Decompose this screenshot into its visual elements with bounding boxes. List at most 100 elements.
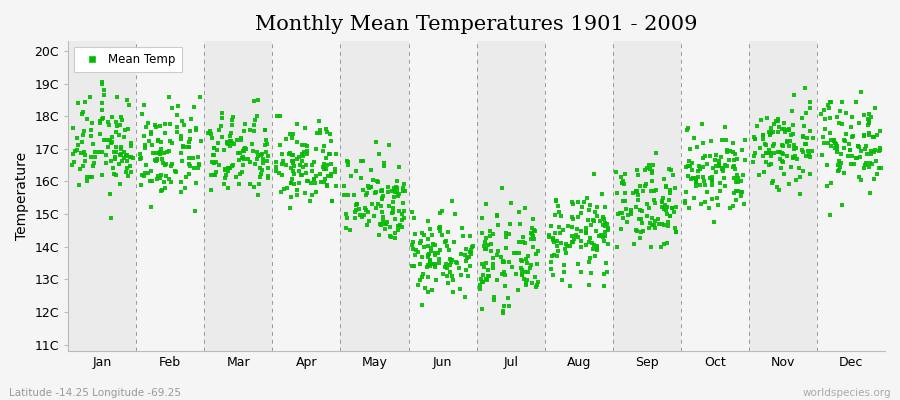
Point [693,166,707,172]
Point [486,260,500,267]
Point [337,192,351,198]
Point [619,218,634,225]
Point [154,139,168,146]
Point [630,167,644,174]
Point [421,273,436,280]
Point [770,116,785,122]
Point [748,136,762,142]
Point [376,160,391,166]
Point [769,118,783,124]
Point [583,202,598,208]
Point [454,224,469,231]
Point [206,152,220,158]
Point [796,123,811,130]
Point [139,123,153,130]
Point [421,236,436,242]
Point [257,127,272,134]
Point [231,156,246,163]
Point [459,257,473,264]
Point [509,250,524,256]
Point [832,108,847,114]
Point [656,205,670,212]
Point [391,223,405,229]
Point [464,249,478,256]
Point [440,265,454,272]
Point [368,189,382,196]
Point [100,137,114,143]
Point [764,130,778,136]
Point [531,279,545,286]
Point [730,172,744,178]
Point [768,120,782,127]
Point [706,219,721,225]
Point [696,155,710,162]
Bar [68,41,136,351]
Point [348,206,363,213]
Point [857,132,871,138]
Point [274,189,288,195]
Point [660,204,674,210]
Point [154,146,168,152]
Point [83,174,97,181]
Point [347,192,362,198]
Point [580,195,594,202]
Point [279,162,293,168]
Point [294,158,309,164]
Point [153,122,167,129]
Point [433,224,447,230]
Point [771,118,786,124]
Point [634,229,648,236]
Point [832,166,846,173]
Point [490,213,504,219]
Point [731,178,745,185]
Point [556,269,571,275]
Point [347,208,362,215]
Point [158,130,172,136]
Point [148,158,163,164]
Point [486,265,500,271]
Point [132,156,147,162]
Point [283,205,297,211]
Point [158,184,172,191]
Point [686,175,700,181]
Point [511,287,526,294]
Point [824,136,839,143]
Point [860,150,874,157]
Point [662,165,677,172]
Point [857,112,871,118]
Point [110,123,124,129]
Point [397,208,411,214]
Point [325,197,339,204]
Point [117,133,131,140]
Point [707,156,722,163]
Point [284,194,299,200]
Point [406,238,420,245]
Point [502,221,517,228]
Point [680,124,695,131]
Point [705,174,719,180]
Point [546,252,561,258]
Point [439,273,454,280]
Point [726,203,741,210]
Point [490,277,504,283]
Point [549,243,563,249]
Point [826,137,841,144]
Point [515,272,529,278]
Point [137,102,151,108]
Point [633,235,647,242]
Point [654,221,669,228]
Point [354,174,368,181]
Point [694,201,708,207]
Point [756,153,770,159]
Point [149,176,164,182]
Point [439,243,454,250]
Point [791,164,806,171]
Point [772,186,787,193]
Point [382,233,397,240]
Point [194,93,208,100]
Point [562,283,577,289]
Point [121,172,135,179]
Point [842,153,856,160]
Point [294,172,309,178]
Point [846,132,860,139]
